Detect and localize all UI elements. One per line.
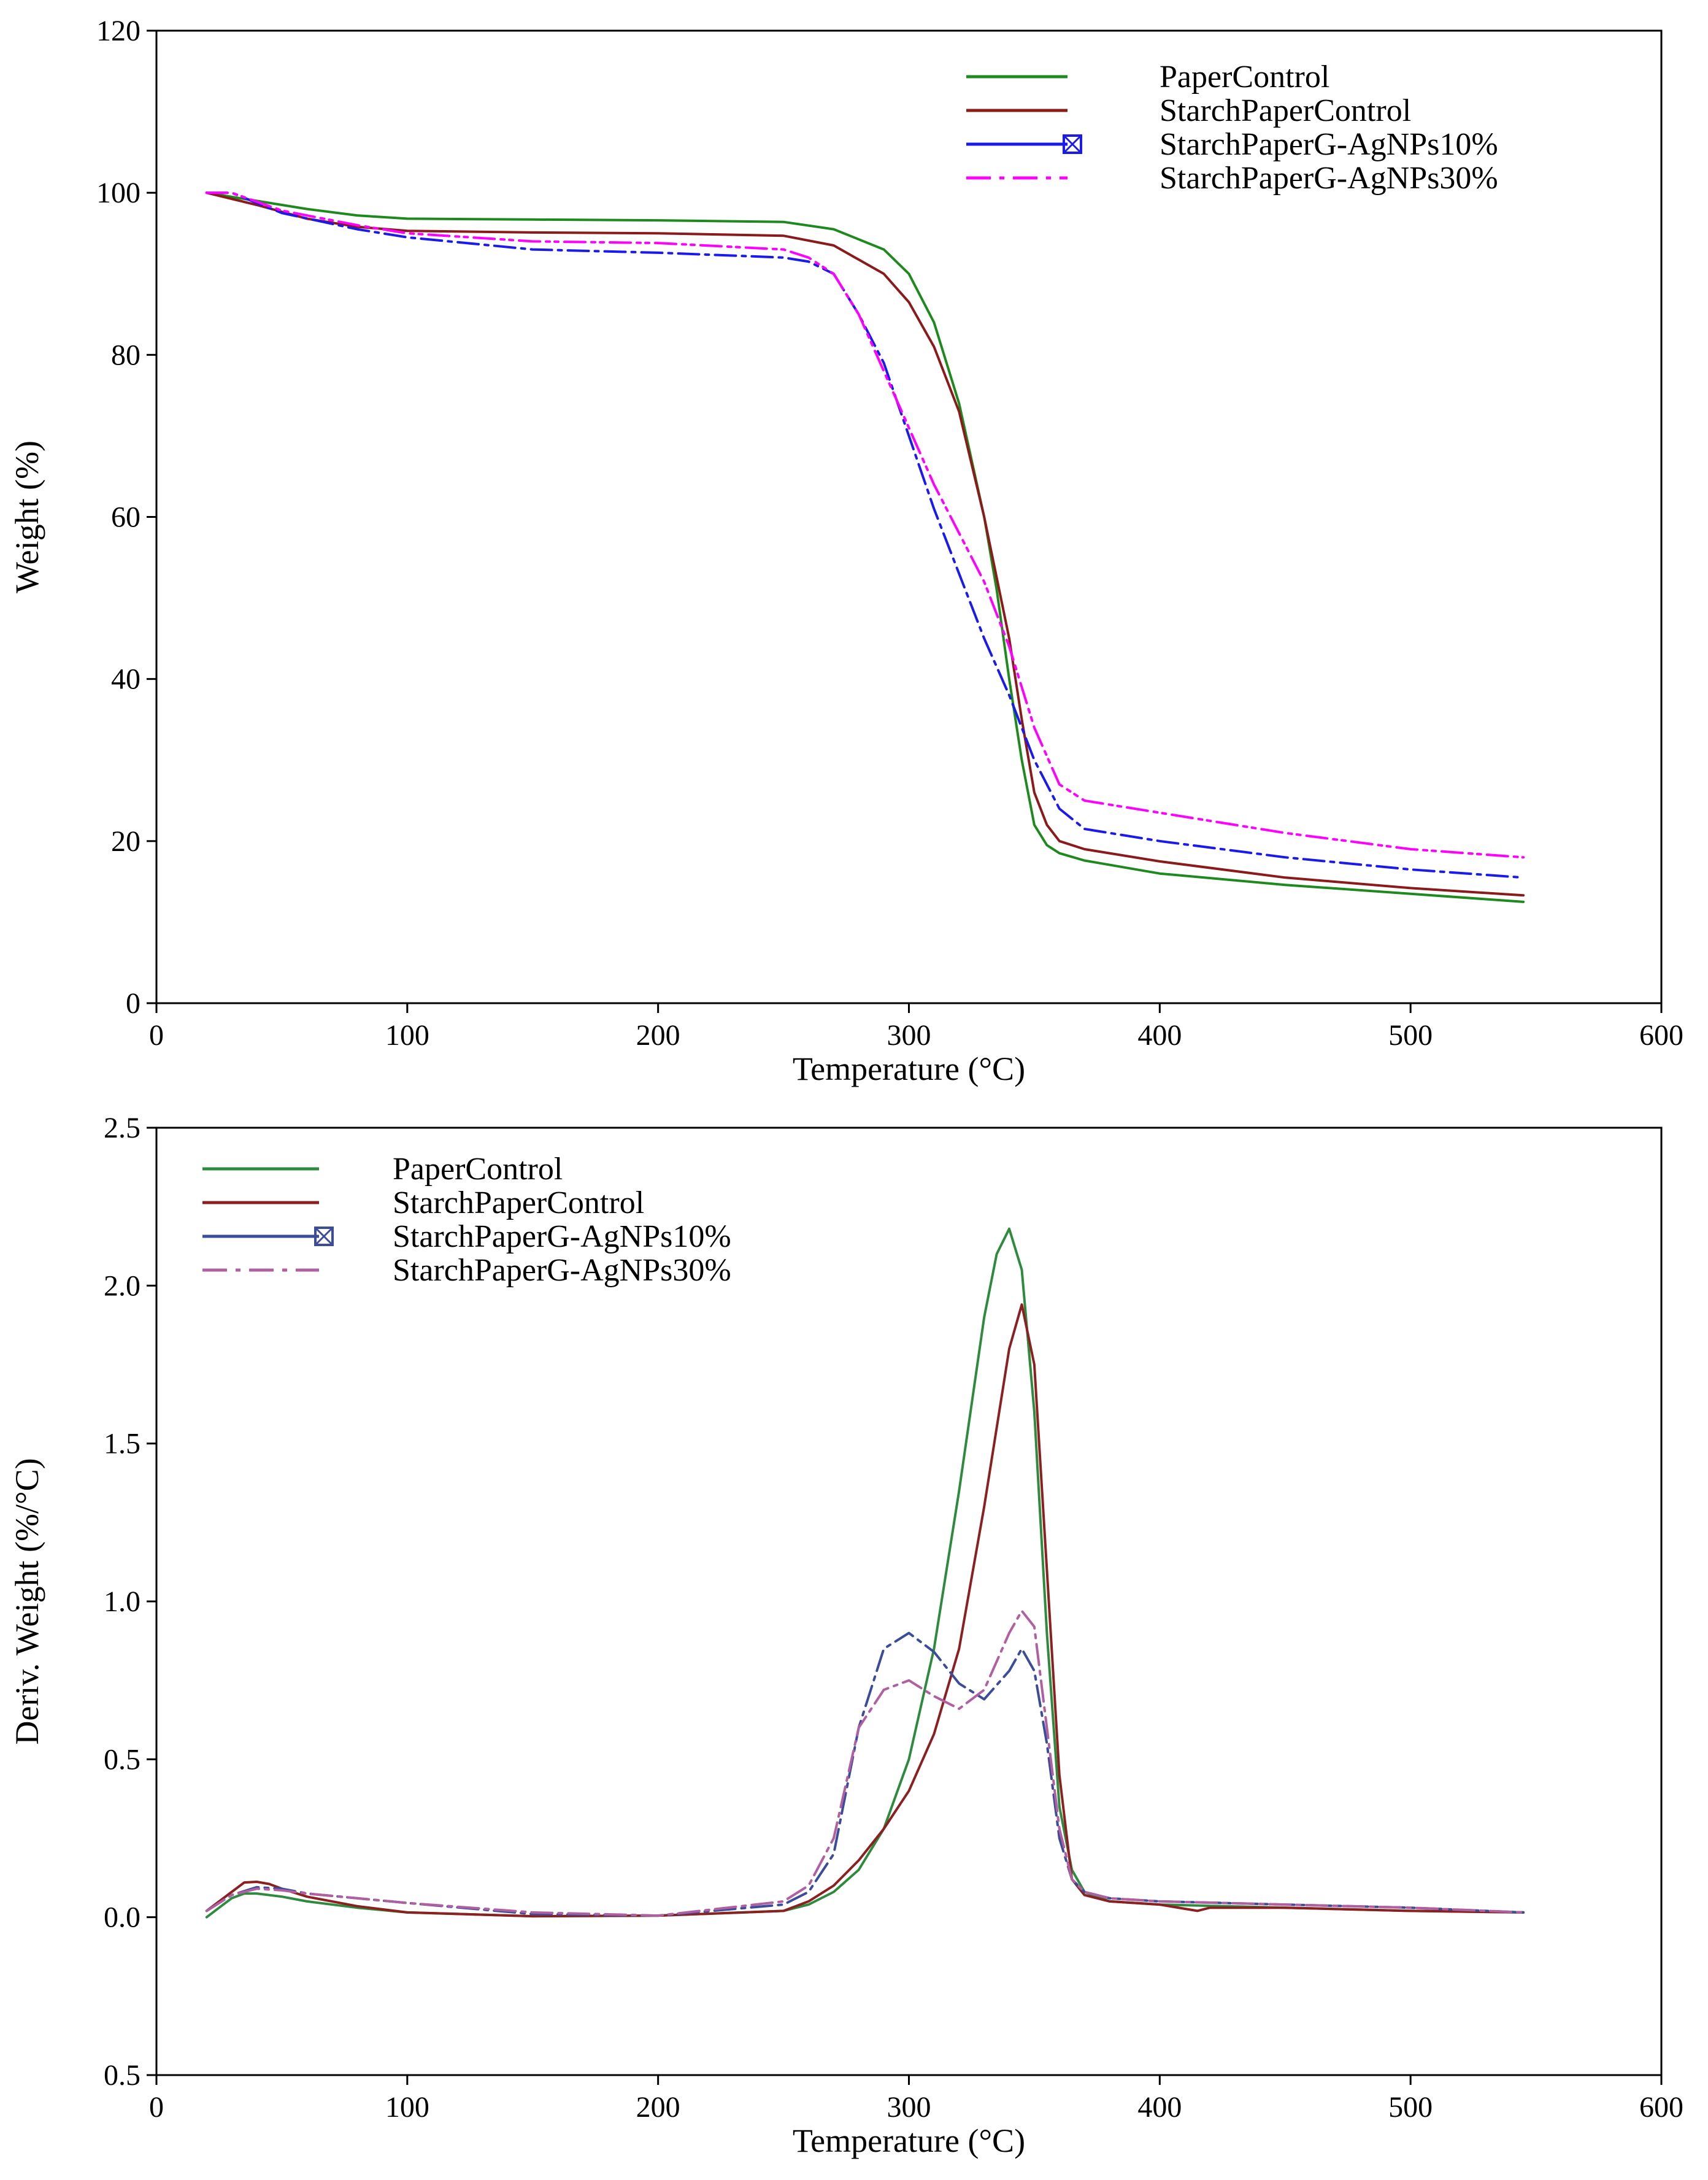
legend-marker-cross xyxy=(314,1227,334,1246)
dtg-derivative-chart: 0 100 200 300 400 500 600 0.5 0.0 0.5 1.0 1.5 2.0 2.5… xyxy=(9,1112,1683,2159)
y-tick-label: 120 xyxy=(96,15,140,47)
y-axis-title: Weight (%) xyxy=(9,441,45,593)
x-tick-label: 100 xyxy=(385,2091,429,2124)
legend: PaperControlStarchPaperControlStarchPape… xyxy=(202,1152,731,1288)
x-axis-title: Temperature (°C) xyxy=(793,1050,1025,1087)
legend-label-0: PaperControl xyxy=(1160,60,1329,94)
y-tick-label: 20 xyxy=(111,825,140,858)
y-tick-label: 80 xyxy=(111,339,140,371)
series-line-3 xyxy=(205,1609,1525,1917)
y-tick-label: 0.5 xyxy=(104,1743,140,1776)
legend-label-1: StarchPaperControl xyxy=(393,1185,644,1220)
legend-marker-cross xyxy=(1063,134,1082,154)
x-tick-label: 400 xyxy=(1137,2091,1182,2124)
x-tick-label: 0 xyxy=(149,2091,164,2124)
y-tick-label: 1.0 xyxy=(104,1585,140,1618)
y-tick-label: 0.0 xyxy=(104,1901,140,1934)
legend-label-1: StarchPaperControl xyxy=(1160,93,1411,128)
x-tick-label: 300 xyxy=(887,1019,931,1052)
x-tick-label: 300 xyxy=(887,2091,931,2124)
legend-marker-icon xyxy=(314,1227,334,1246)
series-line-1 xyxy=(205,191,1525,897)
x-tick-label: 600 xyxy=(1639,1019,1683,1052)
y-tick-label: 2.0 xyxy=(104,1269,140,1302)
series-line-1 xyxy=(205,1303,1525,1918)
y-tick-label: 100 xyxy=(96,177,140,209)
legend: PaperControlStarchPaperControlStarchPape… xyxy=(966,60,1498,196)
x-tick-label: 500 xyxy=(1388,2091,1433,2124)
legend-label-2: StarchPaperG-AgNPs10% xyxy=(393,1219,731,1254)
y-tick-label: 1.5 xyxy=(104,1428,140,1460)
x-tick-label: 500 xyxy=(1388,1019,1433,1052)
x-tick-label: 0 xyxy=(149,1019,164,1052)
x-axis-title: Temperature (°C) xyxy=(793,2122,1025,2159)
series-line-0 xyxy=(205,1227,1525,1919)
x-tick-label: 100 xyxy=(385,1019,429,1052)
x-tick-label: 200 xyxy=(636,1019,680,1052)
y-tick-label: 2.5 xyxy=(104,1112,140,1144)
series-line-2 xyxy=(205,1631,1525,1917)
x-tick-label: 600 xyxy=(1639,2091,1683,2124)
x-tick-label: 400 xyxy=(1137,1019,1182,1052)
legend-label-2: StarchPaperG-AgNPs10% xyxy=(1160,127,1498,162)
y-tick-label: 0.5 xyxy=(104,2059,140,2092)
legend-label-3: StarchPaperG-AgNPs30% xyxy=(1160,161,1498,196)
series-line-0 xyxy=(205,191,1525,903)
legend-label-3: StarchPaperG-AgNPs30% xyxy=(393,1253,731,1288)
legend-label-0: PaperControl xyxy=(393,1152,563,1187)
series-line-2 xyxy=(205,191,1525,879)
x-tick-label: 200 xyxy=(636,2091,680,2124)
y-tick-label: 60 xyxy=(111,501,140,534)
tga-weight-chart: 0 100 200 300 400 500 600 0 20 40 60 80 100 120 Temper… xyxy=(9,15,1683,1087)
y-tick-label: 0 xyxy=(126,987,140,1020)
series-line-3 xyxy=(205,191,1525,859)
y-tick-label: 40 xyxy=(111,663,140,696)
plot-frame xyxy=(155,1127,1663,2076)
y-axis-title: Deriv. Weight (%/°C) xyxy=(9,1458,45,1744)
legend-marker-icon xyxy=(1063,134,1082,154)
